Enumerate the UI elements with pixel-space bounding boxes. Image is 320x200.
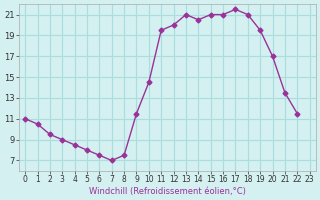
X-axis label: Windchill (Refroidissement éolien,°C): Windchill (Refroidissement éolien,°C) — [89, 187, 246, 196]
